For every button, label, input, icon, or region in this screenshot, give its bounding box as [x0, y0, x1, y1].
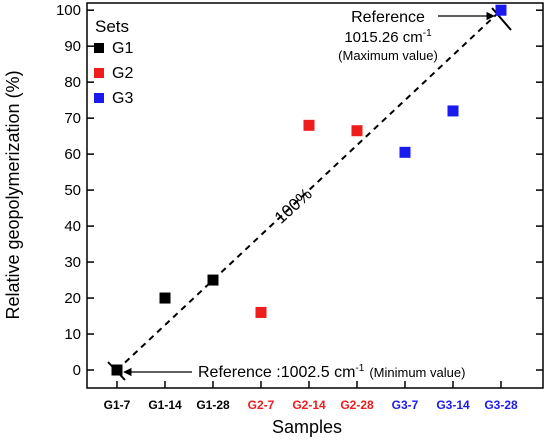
y-tick-label-50: 50 [64, 182, 81, 199]
trendline-dashed [116, 9, 502, 371]
x-tick-label-G1-14: G1-14 [148, 398, 182, 412]
reference-max-line2: 1015.26 cm-1 [344, 28, 432, 46]
reference-min-text: Reference :1002.5 cm-1 (Minimum value) [198, 363, 465, 381]
legend-label-g3: G3 [112, 90, 133, 107]
point-G2-28 [351, 125, 363, 137]
reference-max-unit-sup: -1 [423, 28, 432, 39]
annotation-reference-max: Reference 1015.26 cm-1 (Maximum value) [338, 9, 495, 63]
legend-marker-g3 [94, 93, 104, 103]
legend-label-g2: G2 [112, 65, 133, 82]
x-tick-label-G2-14: G2-14 [292, 398, 326, 412]
x-tick-label-G3-28: G3-28 [484, 398, 518, 412]
y-axis-ticks: 0 10 20 30 40 50 60 70 80 90 100 [56, 2, 543, 379]
data-points [111, 4, 507, 376]
y-tick-label-90: 90 [64, 38, 81, 55]
reference-min-value: Reference :1002.5 cm [198, 364, 355, 381]
reference-max-tick [491, 7, 512, 31]
y-tick-label-100: 100 [56, 2, 81, 19]
reference-max-line1: Reference [351, 9, 425, 26]
x-tick-label-G2-28: G2-28 [340, 398, 374, 412]
reference-min-unit-sup: -1 [355, 363, 364, 374]
legend-marker-g1 [94, 43, 104, 53]
reference-max-value: 1015.26 cm [344, 29, 422, 46]
x-axis-ticks: G1-7 G1-14 G1-28 G2-7 G2-14 G2-28 G3-7 G3-14 G3-… [104, 381, 518, 412]
legend-label-g1: G1 [112, 40, 133, 57]
point-G3-14 [447, 105, 459, 117]
legend-marker-g2 [94, 68, 104, 78]
x-tick-label-G3-7: G3-7 [392, 398, 419, 412]
y-tick-label-10: 10 [64, 326, 81, 343]
point-G2-14 [303, 119, 315, 131]
x-axis-label: Samples [272, 417, 342, 437]
reference-min-note: (Minimum value) [369, 365, 465, 380]
y-axis-label: Relative geopolymerization (%) [3, 70, 23, 319]
y-tick-label-0: 0 [73, 362, 81, 379]
legend: Sets G1 G2 G3 [94, 17, 133, 107]
point-G2-7 [255, 306, 267, 318]
y-tick-label-80: 80 [64, 74, 81, 91]
x-tick-label-G1-7: G1-7 [104, 398, 131, 412]
point-G3-7 [399, 146, 411, 158]
plot-frame [86, 2, 544, 389]
x-tick-label-G2-7: G2-7 [248, 398, 275, 412]
point-G1-28 [207, 274, 219, 286]
trendline-label: 100% [271, 184, 316, 227]
point-G1-14 [159, 292, 171, 304]
y-tick-label-30: 30 [64, 254, 81, 271]
reference-max-line3: (Maximum value) [338, 48, 438, 63]
x-tick-label-G1-28: G1-28 [196, 398, 230, 412]
y-tick-label-20: 20 [64, 290, 81, 307]
annotation-reference-min: Reference :1002.5 cm-1 (Minimum value) [123, 363, 465, 381]
x-tick-label-G3-14: G3-14 [436, 398, 470, 412]
y-tick-label-60: 60 [64, 146, 81, 163]
y-tick-label-40: 40 [64, 218, 81, 235]
point-G3-28 [495, 4, 507, 16]
y-tick-label-70: 70 [64, 110, 81, 127]
point-G1-7 [111, 364, 123, 376]
legend-title: Sets [95, 17, 129, 36]
